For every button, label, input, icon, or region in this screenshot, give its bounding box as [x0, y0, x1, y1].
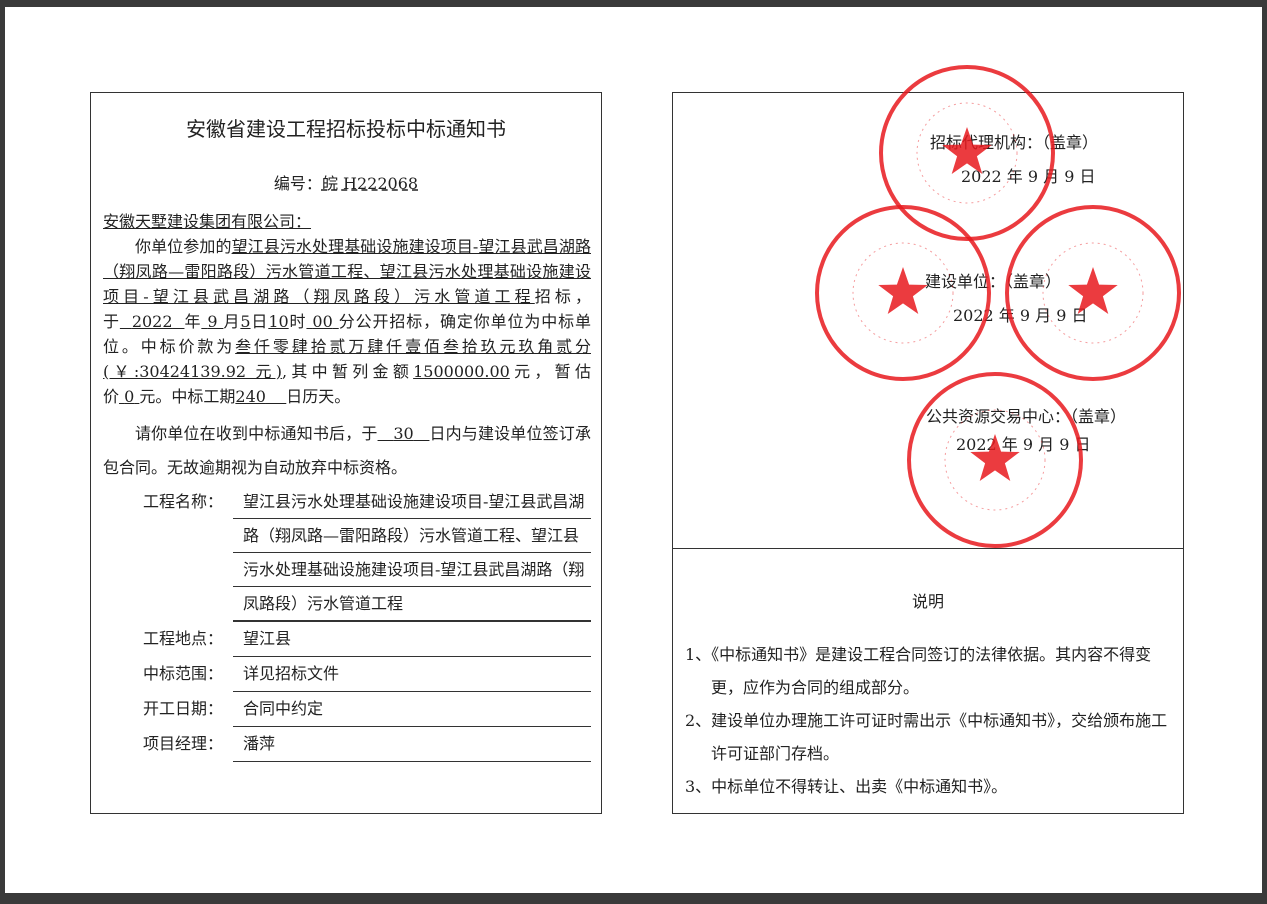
minute: 00 — [306, 312, 338, 331]
text: 你单位参加的 — [135, 237, 232, 256]
page-title: 安徽省建设工程招标投标中标通知书 — [186, 117, 506, 141]
days-value: 30 — [393, 424, 414, 443]
notice-number: 编号：皖 H222068 — [91, 170, 601, 194]
day: 5 — [240, 312, 251, 331]
signature-agency: 招标代理机构：（盖章） — [930, 133, 1099, 152]
period: 240 — [235, 387, 286, 406]
number-value: 皖 H222068 — [321, 174, 419, 193]
note-item: 3、中标单位不得转让、出卖《中标通知书》。 — [685, 777, 1008, 796]
field-label: 工程名称： — [142, 492, 223, 511]
notes-title: 说明 — [911, 592, 944, 611]
text: 元。中标工期 — [139, 387, 236, 406]
text: 日历天。 — [286, 387, 351, 406]
addressee: 安徽天墅建设集团有限公司： — [103, 212, 312, 231]
text: 招标，于 — [103, 287, 591, 331]
award-notice-right-panel: 招标代理机构：（盖章） 2022 年 9 月 9 日 建设单位：（盖章） 202… — [672, 92, 1184, 814]
text: 日 — [250, 312, 269, 331]
field-label: 工程地点： — [142, 629, 223, 648]
notice-body: 安徽天墅建设集团有限公司： 你单位参加的望江县污水处理基础设施建设项目-望江县武… — [103, 209, 591, 485]
text: 分公开招标，确定你单位为中标单位。中标价款为 — [103, 312, 591, 356]
notice-content: 安徽天墅建设集团有限公司： 你单位参加的望江县污水处理基础设施建设项目-望江县武… — [103, 209, 591, 762]
signature-exchange-center: 公共资源交易中心：（盖章） — [926, 407, 1127, 426]
text: ,其中暂列金额 — [282, 362, 414, 381]
year: 2022 — [120, 312, 185, 331]
estimate: 0 — [119, 387, 139, 406]
text: 月 — [223, 312, 241, 331]
field-value: 望江县 — [233, 622, 591, 657]
field-label: 开工日期： — [142, 699, 223, 718]
minute-value: 00 — [312, 312, 333, 331]
month-value: 9 — [207, 312, 218, 331]
divider — [673, 548, 1183, 549]
field-location: 工程地点： 望江县 — [103, 622, 591, 657]
field-label: 中标范围： — [142, 664, 223, 683]
field-project-manager: 项目经理： 潘萍 — [103, 727, 591, 762]
estimate-value: 0 — [124, 387, 135, 406]
note-item: 1、《中标通知书》是建设工程合同签订的法律依据。其内容不得变更，应作为合同的组成… — [685, 645, 1152, 697]
project-name: 望江县污水处理基础设施建设项目-望江县武昌湖路（翔凤路—雷阳路段）污水管道工程、… — [103, 237, 591, 306]
field-value: 合同中约定 — [233, 692, 591, 727]
document-page: 安徽省建设工程招标投标中标通知书 编号：皖 H222068 安徽天墅建设集团有限… — [5, 7, 1262, 893]
field-value: 潘萍 — [233, 727, 591, 762]
year-value: 2022 — [131, 312, 173, 331]
text: 元，暂估价 — [103, 362, 591, 406]
text: 时 — [288, 312, 307, 331]
field-start-date: 开工日期： 合同中约定 — [103, 692, 591, 727]
date-agency: 2022 年 9 月 9 日 — [961, 167, 1096, 186]
provisional-amount: 1500000.00 — [413, 362, 510, 381]
text: 日内与建设单位签订承包合同。无故逾期视为自动放弃中标资格。 — [103, 424, 591, 477]
field-value: 望江县污水处理基础设施建设项目-望江县武昌湖路（翔凤路—雷阳路段）污水管道工程、… — [233, 485, 591, 622]
period-value: 240 — [235, 387, 266, 406]
text: 请你单位在收到中标通知书后，于 — [135, 424, 378, 443]
notes-list: 1、《中标通知书》是建设工程合同签订的法律依据。其内容不得变更，应作为合同的组成… — [685, 638, 1175, 803]
hour: 10 — [268, 312, 289, 331]
text: 年 — [184, 312, 202, 331]
days: 30 — [378, 424, 430, 443]
paragraph-2: 请你单位在收到中标通知书后，于 30 日内与建设单位签订承包合同。无故逾期视为自… — [103, 417, 591, 485]
note-item: 2、建设单位办理施工许可证时需出示《中标通知书》，交给颁布施工许可证部门存档。 — [685, 711, 1168, 763]
number-label: 编号： — [273, 174, 322, 193]
signature-owner: 建设单位：（盖章） — [925, 272, 1062, 291]
award-price: 叁仟零肆拾贰万肆仟壹佰叁拾玖元玖角贰分(￥:30424139.92 元) — [103, 337, 591, 381]
date-exchange-center: 2022 年 9 月 9 日 — [956, 435, 1091, 454]
field-project-name: 工程名称： 望江县污水处理基础设施建设项目-望江县武昌湖路（翔凤路—雷阳路段）污水… — [103, 485, 591, 622]
field-value: 详见招标文件 — [233, 657, 591, 692]
paragraph-1: 你单位参加的望江县污水处理基础设施建设项目-望江县武昌湖路（翔凤路—雷阳路段）污… — [103, 234, 591, 409]
field-scope: 中标范围： 详见招标文件 — [103, 657, 591, 692]
date-owner: 2022 年 9 月 9 日 — [953, 306, 1088, 325]
month: 9 — [201, 312, 223, 331]
field-label: 项目经理： — [142, 734, 223, 753]
award-notice-left-panel: 安徽省建设工程招标投标中标通知书 编号：皖 H222068 安徽天墅建设集团有限… — [90, 92, 602, 814]
